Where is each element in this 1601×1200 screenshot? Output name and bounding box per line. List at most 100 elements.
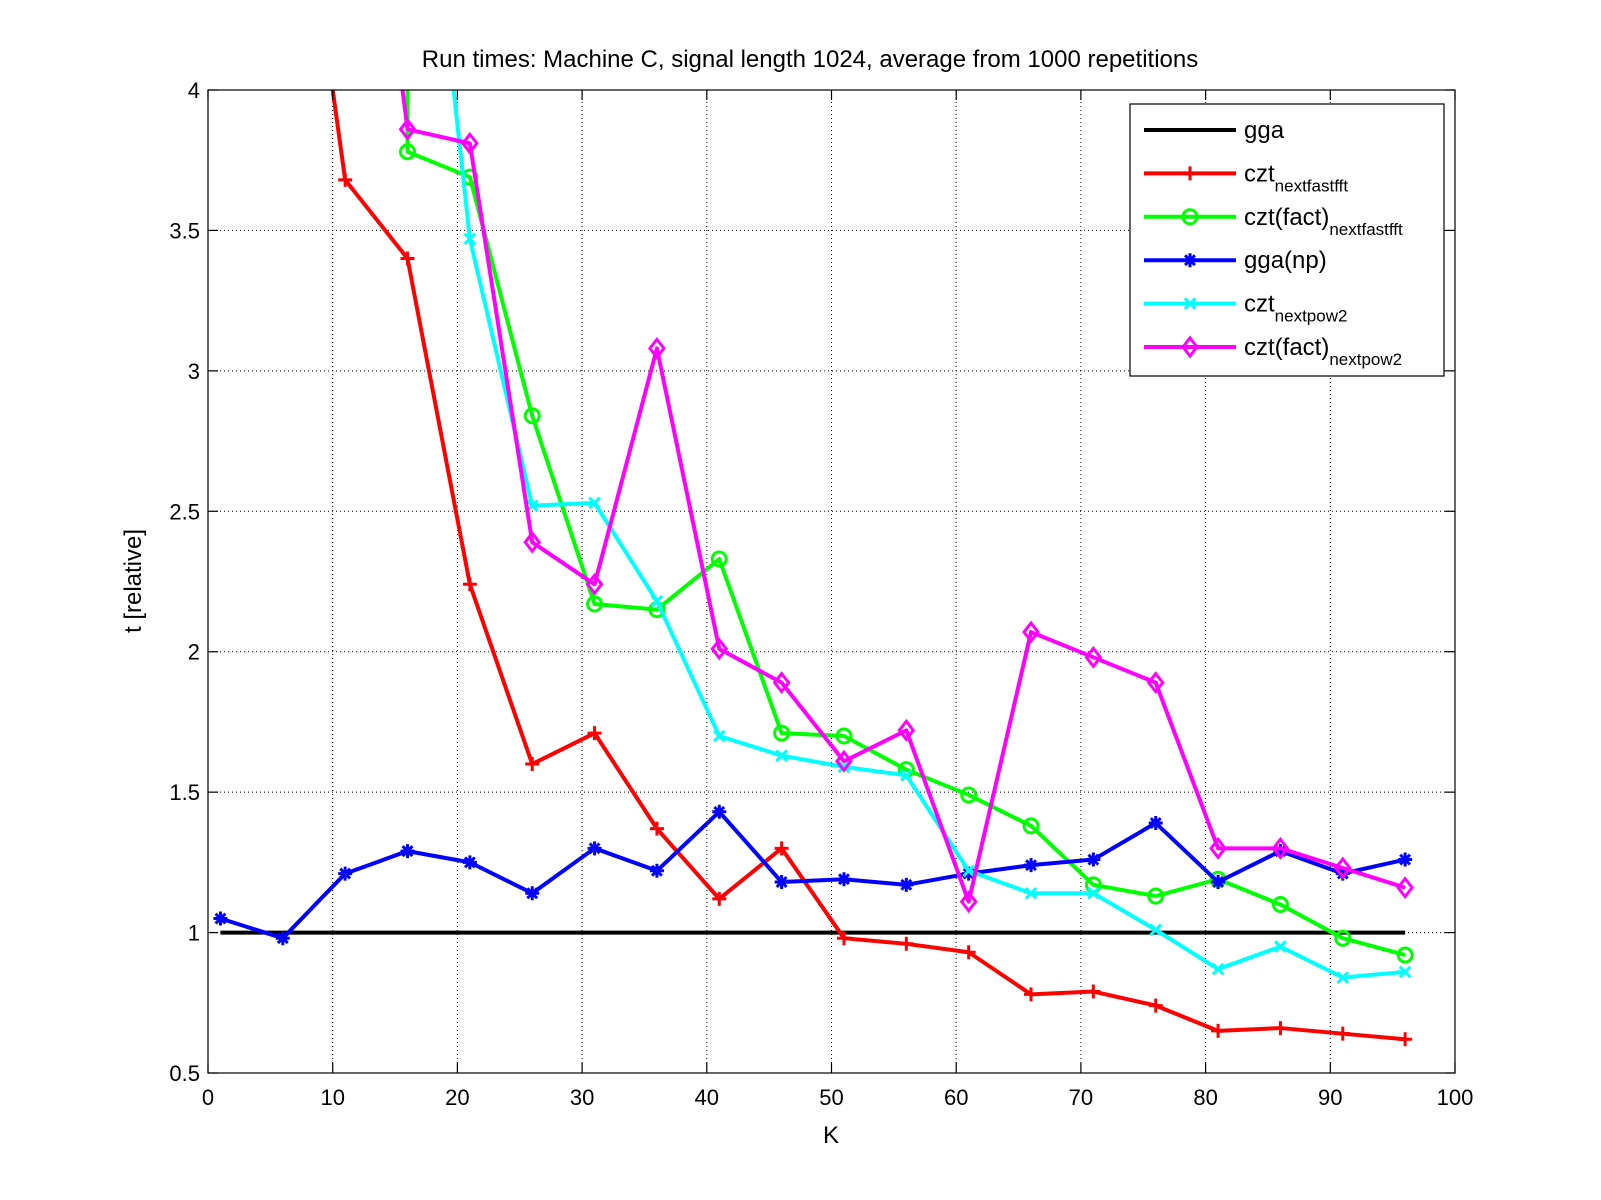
data-point bbox=[1335, 866, 1350, 881]
data-point bbox=[1086, 984, 1101, 999]
data-point bbox=[959, 890, 978, 914]
data-point bbox=[900, 768, 913, 782]
legend-label: gga bbox=[1244, 117, 1285, 144]
data-point bbox=[712, 729, 726, 743]
x-tick-label: 40 bbox=[695, 1085, 719, 1110]
data-point bbox=[1396, 876, 1415, 900]
data-point bbox=[462, 855, 477, 870]
data-point bbox=[960, 786, 978, 804]
data-point bbox=[587, 841, 602, 856]
data-point bbox=[1335, 1026, 1350, 1041]
legend-label-main: czt(fact) bbox=[1244, 334, 1329, 361]
data-point bbox=[586, 595, 604, 613]
y-axis-label: t [relative] bbox=[120, 529, 147, 633]
data-point bbox=[1334, 929, 1352, 947]
data-point bbox=[525, 886, 540, 901]
data-point bbox=[1398, 1032, 1413, 1047]
data-point bbox=[1274, 940, 1287, 953]
data-point bbox=[1273, 844, 1288, 859]
data-point bbox=[710, 550, 728, 568]
series-gga(np) bbox=[213, 804, 1413, 946]
legend-label: cztnextpow2 bbox=[1244, 291, 1347, 326]
series-czt_nextfastfft bbox=[330, 90, 1413, 1047]
series-line bbox=[400, 90, 1406, 904]
y-tick-label: 0.5 bbox=[169, 1061, 200, 1086]
legend-item: czt(fact)nextfastfft bbox=[1144, 204, 1403, 239]
data-point bbox=[962, 864, 975, 878]
y-tick-label: 2.5 bbox=[169, 499, 200, 524]
legend-item: gga bbox=[1144, 117, 1285, 144]
data-point bbox=[836, 872, 851, 887]
data-point bbox=[338, 172, 353, 187]
data-point bbox=[1398, 965, 1412, 979]
ticks bbox=[207, 89, 1456, 1074]
legend-items: gga cztnextfastfft czt(fact)nextfastfft gga… bbox=[1144, 117, 1403, 369]
x-tick-label: 0 bbox=[202, 1085, 214, 1110]
y-tick-label: 3.5 bbox=[169, 218, 200, 243]
data-point bbox=[961, 866, 976, 881]
legend-label: gga(np) bbox=[1244, 247, 1327, 274]
data-point bbox=[213, 911, 228, 926]
data-point bbox=[398, 117, 417, 141]
data-point bbox=[1273, 1021, 1288, 1036]
data-point bbox=[463, 232, 477, 246]
x-tick-label: 20 bbox=[445, 1085, 469, 1110]
data-point bbox=[835, 749, 853, 773]
series-czt(fact)_nextpow2 bbox=[398, 90, 1415, 914]
legend-marker bbox=[1181, 335, 1199, 359]
data-point bbox=[836, 931, 851, 946]
data-point bbox=[462, 577, 477, 592]
legend-item: cztnextpow2 bbox=[1144, 291, 1347, 326]
data-point bbox=[774, 875, 789, 890]
x-axis-label: K bbox=[823, 1122, 839, 1149]
legend-label: cztnextfastfft bbox=[1244, 160, 1348, 195]
legend-label-main: gga bbox=[1244, 117, 1285, 144]
data-point bbox=[712, 891, 727, 906]
data-point bbox=[585, 572, 604, 596]
data-point bbox=[400, 251, 415, 266]
data-point bbox=[1211, 962, 1225, 976]
data-point bbox=[710, 637, 729, 661]
data-point bbox=[1398, 852, 1413, 867]
legend-label: czt(fact)nextpow2 bbox=[1244, 334, 1402, 369]
data-point bbox=[1148, 998, 1163, 1013]
data-point bbox=[649, 821, 664, 836]
data-point bbox=[774, 841, 789, 856]
data-point bbox=[835, 727, 853, 745]
data-point bbox=[1084, 645, 1103, 669]
data-point bbox=[772, 671, 791, 695]
data-point bbox=[1333, 856, 1352, 880]
data-point bbox=[1271, 836, 1290, 860]
data-point bbox=[1396, 946, 1414, 964]
data-point bbox=[897, 718, 916, 742]
data-point bbox=[1148, 816, 1163, 831]
legend-marker bbox=[1183, 297, 1197, 310]
data-point bbox=[1022, 817, 1040, 835]
data-point bbox=[1149, 923, 1163, 937]
legend-label-main: czt bbox=[1244, 160, 1275, 187]
x-tick-label: 30 bbox=[570, 1085, 594, 1110]
y-tick-label: 4 bbox=[188, 78, 200, 103]
legend: gga cztnextfastfft czt(fact)nextfastfft gga… bbox=[1129, 103, 1445, 377]
data-point bbox=[1211, 1023, 1226, 1038]
data-point bbox=[523, 530, 542, 554]
data-point bbox=[1024, 987, 1039, 1002]
series-layer bbox=[213, 90, 1415, 1047]
data-point bbox=[1147, 887, 1165, 905]
y-tick-label: 1 bbox=[188, 921, 200, 946]
legend-label: czt(fact)nextfastfft bbox=[1244, 204, 1403, 239]
series-line bbox=[219, 809, 1406, 941]
y-tick-label: 2 bbox=[188, 640, 200, 665]
legend-label-main: czt(fact) bbox=[1244, 204, 1329, 231]
legend-box bbox=[1129, 103, 1445, 377]
data-point bbox=[1336, 971, 1350, 984]
data-point bbox=[1024, 886, 1038, 900]
legend-label-subscript: nextpow2 bbox=[1329, 350, 1402, 369]
x-tick-label: 50 bbox=[819, 1085, 843, 1110]
legend-marker bbox=[1181, 208, 1199, 226]
data-point bbox=[588, 496, 601, 510]
tick-labels: 0 10 20 30 40 50 60 70 80 90 100 0.5 1 1.5 2 2.5 3 3.5 4 bbox=[169, 78, 1473, 1110]
data-point bbox=[460, 131, 479, 155]
data-point bbox=[899, 877, 914, 892]
